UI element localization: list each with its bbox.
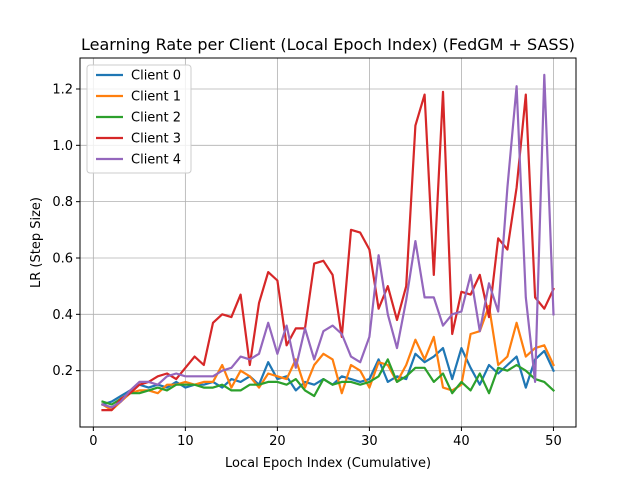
legend-label-client-2: Client 2 — [131, 111, 181, 126]
x-axis-label: Local Epoch Index (Cumulative) — [225, 456, 431, 471]
y-tick-label: 1.0 — [52, 139, 73, 154]
x-tick-label: 0 — [89, 434, 97, 449]
x-tick-label: 20 — [269, 434, 286, 449]
series-line-client-4 — [101, 73, 555, 409]
plot-area-frame — [79, 57, 577, 428]
y-tick-label: 0.2 — [52, 364, 73, 379]
y-tick-label: 0.8 — [52, 195, 73, 210]
y-tick-label: 0.4 — [52, 308, 73, 323]
series-line-client-3 — [101, 90, 555, 412]
legend-label-client-0: Client 0 — [131, 69, 181, 84]
legend-box — [86, 64, 192, 174]
chart-title: Learning Rate per Client (Local Epoch In… — [81, 35, 575, 54]
x-tick-label: 40 — [453, 434, 470, 449]
legend-label-client-1: Client 1 — [131, 90, 181, 105]
legend: Client 0 Client 1 Client 2 Client 3 Client 4 — [86, 64, 192, 174]
grid-lines — [80, 58, 576, 427]
x-tick-label: 50 — [545, 434, 562, 449]
y-tick-label: 0.6 — [52, 251, 73, 266]
series-line-client-2 — [101, 358, 556, 406]
x-tick-label: 30 — [361, 434, 378, 449]
series-lines — [100, 73, 556, 412]
x-axis-ticks: 0 10 20 30 40 50 — [89, 427, 562, 449]
legend-label-client-4: Client 4 — [131, 153, 181, 168]
y-axis-ticks: 0.2 0.4 0.6 0.8 1.0 1.2 — [52, 82, 80, 379]
y-axis-label: LR (Step Size) — [29, 197, 44, 288]
legend-label-client-3: Client 3 — [131, 132, 181, 147]
x-tick-label: 10 — [177, 434, 194, 449]
y-tick-label: 1.2 — [52, 82, 73, 97]
